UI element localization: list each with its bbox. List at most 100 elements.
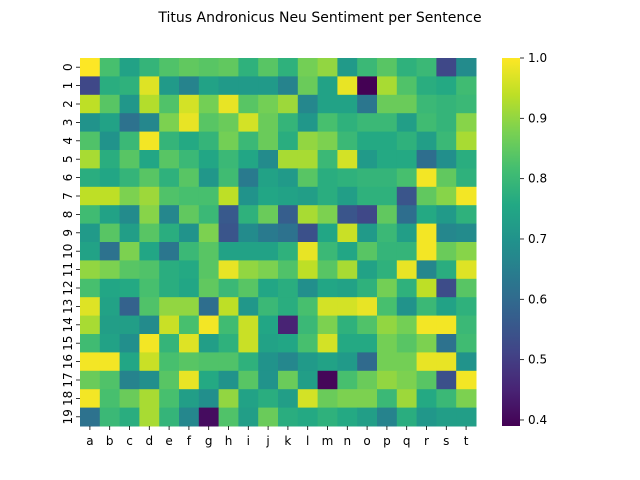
heatmap-cell-2-n — [337, 94, 358, 114]
heatmap-cell-11-q — [396, 260, 418, 280]
heatmap-cell-8-m — [317, 205, 338, 225]
heatmap-cell-19-m — [317, 407, 338, 427]
heatmap-cell-12-q — [396, 278, 418, 298]
heatmap-cell-17-s — [436, 370, 457, 390]
heatmap-cell-8-d — [139, 205, 160, 225]
heatmap-cell-1-e — [159, 76, 180, 96]
heatmap-cell-19-o — [357, 407, 378, 427]
heatmap-cell-3-g — [198, 113, 220, 133]
heatmap-cell-18-q — [396, 389, 418, 409]
heatmap-cell-5-d — [139, 150, 160, 169]
heatmap-cell-17-l — [297, 370, 319, 390]
heatmap-cell-4-a — [80, 131, 101, 151]
heatmap-cell-11-b — [99, 260, 121, 280]
heatmap-cell-5-h — [218, 150, 239, 169]
heatmap-cell-0-k — [278, 58, 299, 77]
heatmap-cell-14-c — [119, 315, 140, 335]
heatmap-cell-15-b — [99, 334, 121, 353]
heatmap-cell-12-h — [218, 278, 239, 298]
heatmap-cell-18-a — [80, 389, 101, 409]
heatmap-cell-10-s — [436, 242, 457, 261]
x-tick-label-i: i — [247, 434, 250, 448]
y-tick-label-2: 2 — [61, 100, 75, 108]
heatmap-cell-13-a — [80, 297, 101, 317]
heatmap-cell-15-h — [218, 334, 239, 353]
heatmap-cell-19-d — [139, 407, 160, 427]
heatmap-cell-3-a — [80, 113, 101, 133]
heatmap-cell-1-d — [139, 76, 160, 96]
heatmap-cell-19-f — [179, 407, 200, 427]
heatmap-cell-0-a — [80, 58, 101, 77]
x-tick-label-h: h — [225, 434, 233, 448]
heatmap-cell-13-n — [337, 297, 358, 317]
heatmap-cell-7-f — [179, 186, 200, 206]
heatmap-cell-14-j — [258, 315, 279, 335]
heatmap-cell-8-p — [377, 205, 398, 225]
heatmap-cell-4-d — [139, 131, 160, 151]
colorbar-tick-label: 0.4 — [528, 413, 547, 427]
heatmap-cell-9-o — [357, 223, 378, 243]
heatmap-cell-2-i — [238, 94, 259, 114]
heatmap-cell-13-c — [119, 297, 140, 317]
heatmap-cell-11-o — [357, 260, 378, 280]
heatmap-cell-15-i — [238, 334, 259, 353]
heatmap-cell-15-c — [119, 334, 140, 353]
heatmap-cell-4-m — [317, 131, 338, 151]
heatmap-cell-0-l — [297, 58, 319, 77]
heatmap-cell-12-s — [436, 278, 457, 298]
heatmap-cell-10-h — [218, 242, 239, 261]
heatmap-cell-12-k — [278, 278, 299, 298]
heatmap-cell-12-t — [456, 278, 477, 298]
heatmap-cell-9-i — [238, 223, 259, 243]
heatmap-cell-15-e — [159, 334, 180, 353]
y-tick-label-15: 15 — [61, 336, 75, 351]
heatmap-cell-9-c — [119, 223, 140, 243]
heatmap-cell-5-k — [278, 150, 299, 169]
heatmap-cell-14-i — [238, 315, 259, 335]
heatmap-cell-17-b — [99, 370, 121, 390]
heatmap-cell-6-s — [436, 168, 457, 188]
y-tick-label-10: 10 — [61, 244, 75, 259]
heatmap-cell-8-i — [238, 205, 259, 225]
heatmap-cell-8-g — [198, 205, 220, 225]
heatmap-cell-14-p — [377, 315, 398, 335]
heatmap-cell-19-t — [456, 407, 477, 427]
x-tick-label-e: e — [165, 434, 172, 448]
heatmap-cell-2-t — [456, 94, 477, 114]
heatmap-cell-1-h — [218, 76, 239, 96]
heatmap-cell-12-j — [258, 278, 279, 298]
heatmap-cell-19-b — [99, 407, 121, 427]
heatmap-cell-14-d — [139, 315, 160, 335]
heatmap-cell-19-a — [80, 407, 101, 427]
x-tick-label-c: c — [126, 434, 133, 448]
heatmap-cell-17-m — [317, 370, 338, 390]
heatmap-cell-10-k — [278, 242, 299, 261]
heatmap-cell-10-l — [297, 242, 319, 261]
heatmap-cell-3-r — [416, 113, 437, 133]
heatmap-cell-18-p — [377, 389, 398, 409]
heatmap-cell-15-a — [80, 334, 101, 353]
heatmap-cell-11-j — [258, 260, 279, 280]
heatmap-cell-4-i — [238, 131, 259, 151]
heatmap-cell-17-n — [337, 370, 358, 390]
heatmap-cell-13-k — [278, 297, 299, 317]
heatmap-cell-2-p — [377, 94, 398, 114]
heatmap-cell-4-k — [278, 131, 299, 151]
heatmap-cell-12-f — [179, 278, 200, 298]
heatmap-cell-5-o — [357, 150, 378, 169]
heatmap-cell-4-l — [297, 131, 319, 151]
x-tick-label-d: d — [145, 434, 153, 448]
heatmap-cell-18-n — [337, 389, 358, 409]
heatmap-cell-16-i — [238, 352, 259, 372]
colorbar-tick-label: 0.7 — [528, 232, 547, 246]
heatmap-cell-6-h — [218, 168, 239, 188]
heatmap-cell-9-g — [198, 223, 220, 243]
heatmap-cell-9-k — [278, 223, 299, 243]
heatmap-cell-15-g — [198, 334, 220, 353]
x-tick-label-n: n — [343, 434, 351, 448]
heatmap-cell-5-b — [99, 150, 121, 169]
heatmap-cell-9-s — [436, 223, 457, 243]
heatmap-cell-2-s — [436, 94, 457, 114]
heatmap-cell-19-p — [377, 407, 398, 427]
